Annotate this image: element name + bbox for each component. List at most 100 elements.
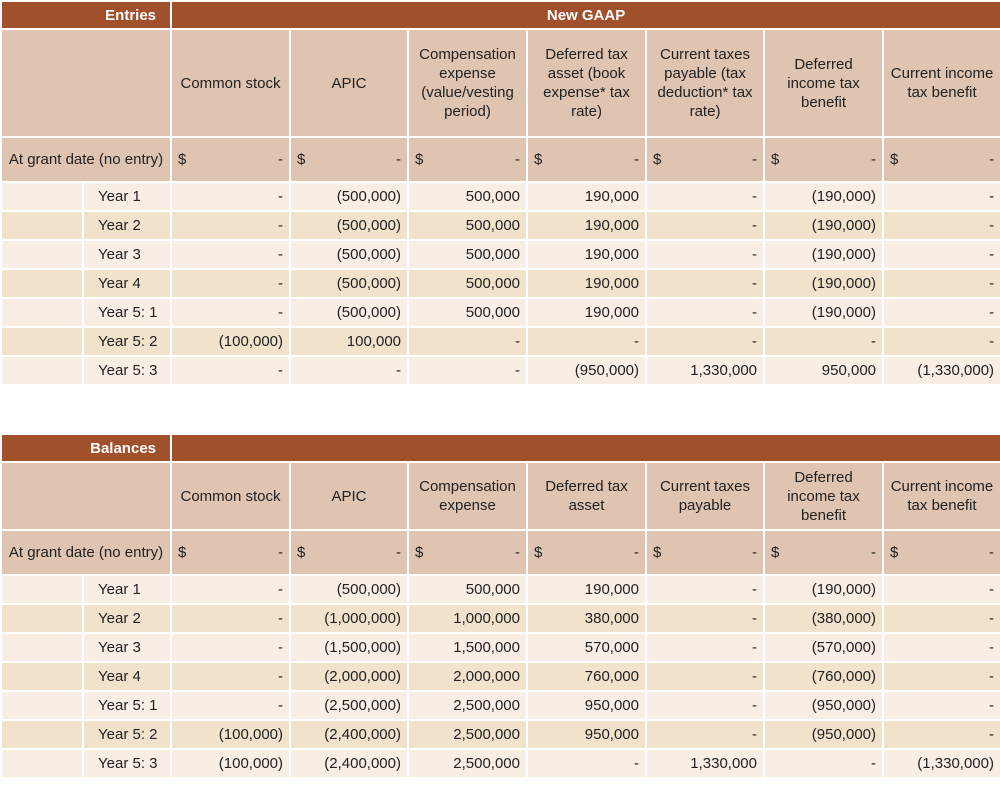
currency-symbol: $: [534, 544, 543, 561]
cell-value: (1,330,000): [882, 748, 1000, 779]
cell-value: 500,000: [407, 210, 529, 241]
column-header: Current taxes payable (tax deduction* ta…: [645, 28, 766, 138]
cell-value: 950,000: [763, 355, 885, 386]
row-label: Year 4: [82, 661, 172, 692]
cell-value: (190,000): [763, 574, 884, 605]
currency-symbol: $: [297, 544, 306, 561]
currency-symbol: $: [297, 151, 306, 168]
table-title-row: Balances: [0, 433, 1000, 463]
row-indent: [0, 181, 84, 212]
cell-value: (190,000): [763, 181, 885, 212]
cell-value: 2,000,000: [407, 661, 528, 692]
cell-value: -: [645, 268, 766, 299]
cell-value: -: [289, 355, 410, 386]
cell-value: 1,500,000: [407, 632, 528, 663]
cell-value: -: [752, 151, 758, 168]
cell-value: -: [645, 326, 766, 357]
cell-value: 100,000: [289, 326, 410, 357]
column-header: Compensation expense (value/vesting peri…: [407, 28, 529, 138]
row-indent: [0, 268, 84, 299]
cell-value: -: [170, 690, 291, 721]
cell-value: 380,000: [526, 603, 647, 634]
row-label: Year 4: [81, 268, 173, 299]
table-row: Year 5: 2 (100,000) (2,400,000) 2,500,000 95…: [0, 719, 1000, 750]
cell-value: 500,000: [407, 181, 529, 212]
cell-value: 500,000: [407, 574, 528, 605]
cell-value: -: [278, 151, 284, 168]
currency-symbol: $: [178, 544, 187, 561]
column-header-row: Common stock APIC Compensation expense Defe…: [0, 461, 1000, 531]
cell-value: -: [170, 603, 291, 634]
cell-value: (950,000): [763, 719, 884, 750]
cell-value: 950,000: [526, 719, 647, 750]
grant-cell: $ -: [407, 136, 529, 183]
cell-value: 1,000,000: [407, 603, 528, 634]
column-header: Compensation expense: [407, 461, 528, 531]
cell-value: 500,000: [407, 297, 529, 328]
entries-table: Entries New GAAP Common stock APIC Compensat…: [0, 0, 1000, 386]
cell-value: 950,000: [526, 690, 647, 721]
cell-value: -: [882, 690, 1000, 721]
table-row: Year 5: 1- (2,500,000) 2,500,000 950,000- (9…: [0, 690, 1000, 721]
group-header: [170, 433, 1000, 463]
cell-value: -: [515, 151, 521, 168]
column-header: Current taxes payable: [645, 461, 765, 531]
row-label: At grant date (no entry): [0, 529, 172, 576]
row-label: Year 1: [82, 574, 172, 605]
currency-symbol: $: [415, 151, 424, 168]
cell-value: -: [871, 544, 876, 561]
row-indent: [0, 210, 84, 241]
currency-symbol: $: [178, 151, 187, 168]
row-label: Year 2: [81, 210, 173, 241]
cell-value: -: [645, 690, 765, 721]
currency-symbol: $: [653, 151, 662, 168]
cell-value: -: [170, 297, 292, 328]
grant-date-row: At grant date (no entry) $ - $ - $ - $ - $ - $ - $ -: [0, 136, 1000, 183]
row-indent: [0, 719, 84, 750]
grant-cell: $ -: [170, 529, 291, 576]
cell-value: -: [515, 544, 520, 561]
cell-value: -: [645, 239, 766, 270]
column-header: Current income tax benefit: [882, 461, 1000, 531]
cell-value: (500,000): [289, 297, 410, 328]
column-header-row: Common stock APIC Compensation expense (va…: [0, 28, 1000, 138]
cell-value: -: [526, 326, 648, 357]
cell-value: -: [170, 181, 292, 212]
currency-symbol: $: [771, 544, 780, 561]
grant-cell: $ -: [407, 529, 528, 576]
row-label: Year 3: [82, 632, 172, 663]
column-header: Deferred tax asset (book expense* tax ra…: [526, 28, 648, 138]
cell-value: -: [645, 574, 765, 605]
cell-value: (500,000): [289, 268, 410, 299]
cell-value: -: [396, 544, 401, 561]
cell-value: (190,000): [763, 239, 885, 270]
cell-value: 760,000: [526, 661, 647, 692]
grant-cell: $ -: [170, 136, 292, 183]
cell-value: -: [763, 326, 885, 357]
cell-value: (100,000): [170, 326, 292, 357]
currency-symbol: $: [415, 544, 424, 561]
grant-cell: $ -: [882, 529, 1000, 576]
grant-date-row: At grant date (no entry) $ - $ - $ - $ - $ - $ - $ -: [0, 529, 1000, 576]
cell-value: -: [645, 297, 766, 328]
cell-value: (100,000): [170, 748, 291, 779]
table-title: Entries: [0, 0, 173, 30]
cell-value: -: [170, 239, 292, 270]
grant-cell: $ -: [645, 529, 765, 576]
cell-value: -: [882, 603, 1000, 634]
table-row: Year 5: 2 (100,000) 100,000- - - - -: [0, 326, 1000, 357]
cell-value: -: [170, 661, 291, 692]
blank-header-cell: [0, 461, 172, 531]
cell-value: 190,000: [526, 239, 648, 270]
cell-value: -: [170, 632, 291, 663]
grant-cell: $ -: [645, 136, 766, 183]
cell-value: (2,400,000): [289, 748, 409, 779]
cell-value: (380,000): [763, 603, 884, 634]
cell-value: -: [170, 355, 292, 386]
table-row: Year 1- (500,000) 500,000 190,000- (190,000)…: [0, 574, 1000, 605]
cell-value: -: [882, 574, 1000, 605]
table-row: Year 4- (500,000) 500,000 190,000- (190,000)…: [0, 268, 1000, 299]
grant-cell: $ -: [289, 136, 410, 183]
cell-value: -: [989, 544, 994, 561]
cell-value: -: [882, 661, 1000, 692]
